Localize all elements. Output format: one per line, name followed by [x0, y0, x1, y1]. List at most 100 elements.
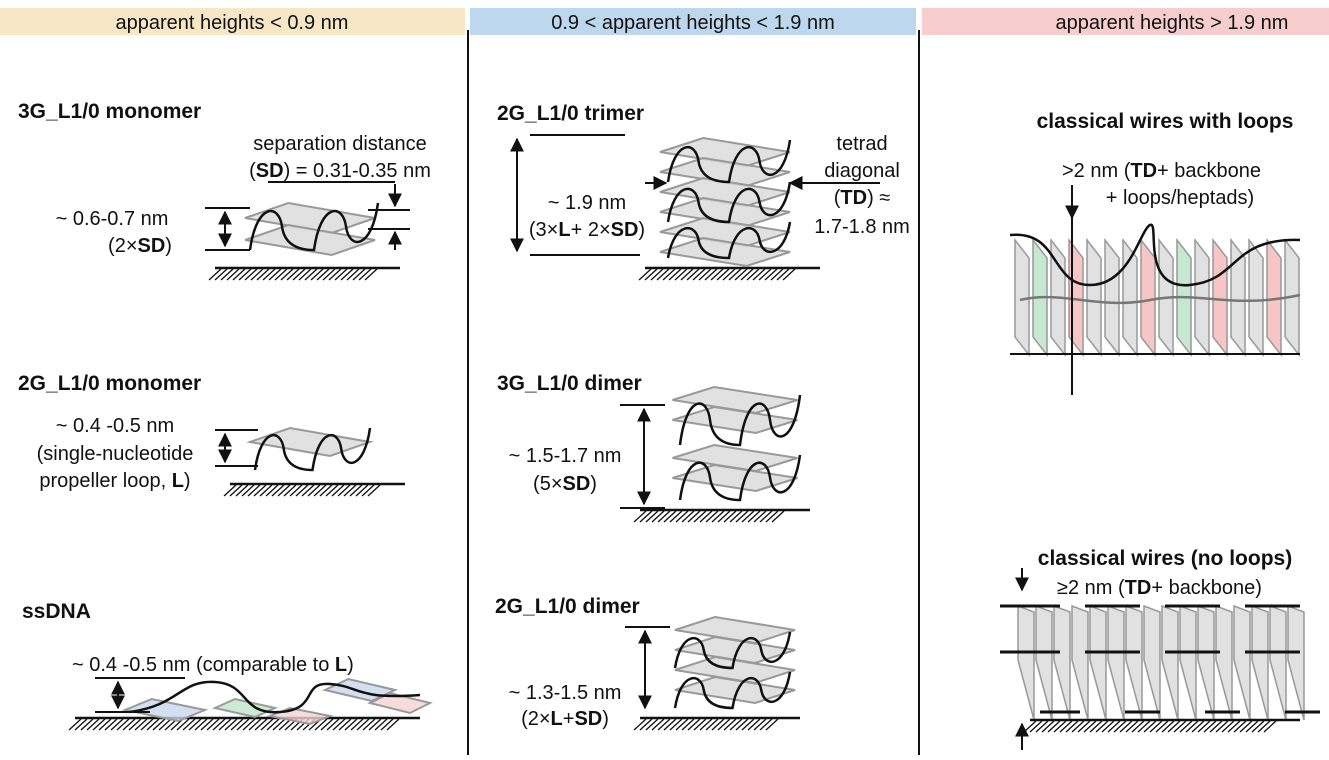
panel-title: classical wires (no loops)	[1038, 547, 1292, 570]
hatch	[656, 268, 670, 281]
tetrad	[1053, 604, 1071, 721]
panel-title: 3G_L1/0 dimer	[497, 372, 642, 395]
backbone	[666, 221, 792, 260]
annotation-part: (3×	[529, 219, 558, 241]
hatch	[242, 718, 256, 731]
hatch	[313, 484, 327, 497]
hatch	[266, 718, 280, 731]
hatch	[711, 510, 725, 523]
hatch	[716, 268, 730, 281]
hatch	[1023, 720, 1037, 733]
hatch	[307, 484, 321, 497]
hatch	[367, 484, 381, 497]
hatch	[298, 268, 312, 281]
tetrad	[1107, 604, 1125, 721]
hatch	[1215, 720, 1229, 733]
hatch	[741, 510, 755, 523]
panel-title: 2G_L1/0 monomer	[18, 372, 201, 395]
annotation-part: ~ 1.5-1.7 nm	[509, 445, 622, 467]
tetrad	[1161, 604, 1179, 721]
hatch	[705, 718, 719, 731]
annotation: + loops/heptads)	[1106, 187, 1254, 209]
hatch	[158, 718, 172, 731]
hatch	[182, 718, 196, 731]
hatch	[301, 484, 315, 497]
annotation-part: SD	[256, 160, 284, 182]
hatch	[782, 268, 796, 281]
hatch	[1059, 720, 1073, 733]
hatch	[344, 718, 358, 731]
hatch	[268, 268, 282, 281]
annotation-part: L	[558, 219, 570, 241]
annotation: ~ 0.4 -0.5 nm	[56, 415, 174, 437]
hatch	[295, 484, 309, 497]
hatch	[331, 484, 345, 497]
annotation-part: ~ 1.3-1.5 nm	[509, 682, 622, 704]
hatch	[680, 268, 694, 281]
hatch	[292, 268, 306, 281]
hatch	[1071, 720, 1085, 733]
backbone	[248, 202, 380, 252]
hatch	[699, 510, 713, 523]
hatch	[230, 718, 244, 731]
hatch	[92, 718, 106, 731]
hatch	[717, 510, 731, 523]
annotation: (5×SD)	[533, 473, 597, 495]
hatch	[704, 268, 718, 281]
hatch	[134, 718, 148, 731]
hatch	[86, 718, 100, 731]
annotation-part: ) ≈	[867, 187, 890, 209]
annotation: ~ 1.3-1.5 nm	[509, 682, 622, 704]
hatch	[663, 718, 677, 731]
hatch	[1035, 720, 1049, 733]
hatch	[232, 268, 246, 281]
annotation-part: (2×	[521, 708, 550, 730]
hatch	[277, 484, 291, 497]
tetrad	[1071, 604, 1089, 721]
hatch	[218, 718, 232, 731]
hatch	[741, 718, 755, 731]
annotation-part: >2 nm (	[1062, 160, 1131, 182]
hatch	[735, 510, 749, 523]
hatch	[272, 718, 286, 731]
hatch	[1191, 720, 1205, 733]
annotation-part: TD	[1125, 577, 1152, 599]
backbone	[666, 139, 792, 184]
hatch	[368, 718, 382, 731]
hatch	[1137, 720, 1151, 733]
hatch	[188, 718, 202, 731]
backbone	[666, 181, 792, 224]
hatch	[244, 268, 258, 281]
hatch	[250, 268, 264, 281]
hatch	[1113, 720, 1127, 733]
annotation-part: (5×	[533, 473, 562, 495]
annotation-part: TD	[1130, 160, 1157, 182]
hatch	[110, 718, 124, 731]
annotation: ~ 1.9 nm	[548, 192, 626, 214]
hatch	[286, 268, 300, 281]
hatch	[710, 268, 724, 281]
tetrad	[1125, 604, 1143, 721]
annotation-part: )	[184, 470, 191, 492]
hatch	[220, 268, 234, 281]
hatch	[662, 268, 676, 281]
hatch	[687, 718, 701, 731]
hatch	[314, 718, 328, 731]
hatch	[200, 718, 214, 731]
hatch	[675, 510, 689, 523]
annotation: 1.7-1.8 nm	[814, 216, 910, 238]
annotation-part: )	[590, 473, 597, 495]
hatch	[729, 718, 743, 731]
hatch	[214, 268, 228, 281]
hatch	[176, 718, 190, 731]
panel-title: 3G_L1/0 monomer	[18, 100, 201, 123]
annotation-part: (	[834, 187, 841, 209]
hatch	[657, 718, 671, 731]
header-bg	[470, 8, 916, 35]
hatch	[194, 718, 208, 731]
annotation: (3×L+ 2×SD)	[529, 219, 645, 241]
annotation-part: SD	[138, 235, 166, 257]
hatch	[705, 510, 719, 523]
hatch	[128, 718, 142, 731]
hatch	[633, 510, 647, 523]
